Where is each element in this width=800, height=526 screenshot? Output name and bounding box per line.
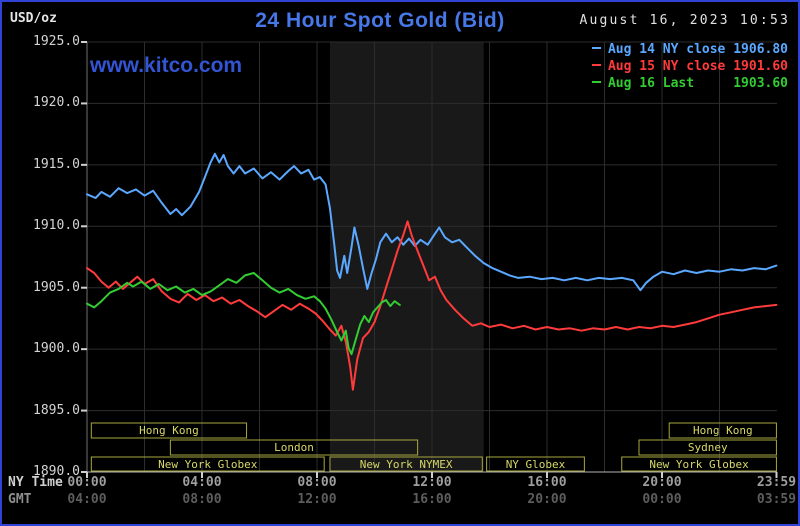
gmt-axis-label: GMT <box>8 492 32 507</box>
y-axis-tick-label: 1890.0 <box>33 464 80 479</box>
series-line-aug-16 <box>86 272 401 356</box>
session-label: London <box>274 441 314 454</box>
session-label: New York NYMEX <box>360 458 453 471</box>
legend-text: Aug 16 Last 1903.60 <box>607 76 788 91</box>
x-axis-gmt-tick-label: 20:00 <box>527 492 567 507</box>
plot-area: Hong Kong Hong Kong London Sydney New York G… <box>81 41 778 478</box>
legend-line-sample-icon <box>591 80 601 83</box>
series-line-aug-14 <box>86 152 778 292</box>
x-axis-gmt-tick-label: 16:00 <box>412 492 452 507</box>
x-axis-gmt-tick-label: 04:00 <box>67 492 107 507</box>
x-axis-ny-tick-label: 00:00 <box>67 475 107 490</box>
session-box <box>329 456 483 472</box>
y-axis-tick-label: 1900.0 <box>33 341 80 357</box>
chart-title: 24 Hour Spot Gold (Bid) <box>255 9 505 32</box>
session-label: Hong Kong <box>139 424 199 437</box>
legend-line-sample-icon <box>591 63 601 66</box>
x-axis-ny-tick-label: 04:00 <box>182 475 222 490</box>
legend-line-sample-icon <box>591 46 601 49</box>
session-box <box>169 439 419 456</box>
y-axis-tick-label: 1915.0 <box>33 156 80 172</box>
legend-entry: Aug 14 NY close 1906.80 <box>591 41 788 58</box>
y-axis-tick-label: 1920.0 <box>33 95 80 111</box>
session-label: Sydney <box>688 441 728 454</box>
series-line-aug-15 <box>86 220 778 391</box>
x-axis-ny-tick-label: 12:00 <box>412 475 452 490</box>
session-box <box>90 456 325 472</box>
legend-text: Aug 15 NY close 1901.60 <box>607 59 788 74</box>
y-axis-tick-label: 1905.0 <box>33 279 80 295</box>
x-axis-ny-tick-label: 08:00 <box>297 475 337 490</box>
ny-time-axis-label: NY Time <box>8 475 63 490</box>
legend-text: Aug 14 NY close 1906.80 <box>607 42 788 57</box>
x-axis-gmt-tick-label: 00:00 <box>642 492 682 507</box>
x-axis-gmt-tick-label: 08:00 <box>182 492 222 507</box>
x-axis-gmt-tick-label: 03:59 <box>756 492 797 507</box>
session-box <box>638 439 777 456</box>
legend-entry: Aug 16 Last 1903.60 <box>591 75 788 92</box>
session-label: New York Globex <box>158 458 258 471</box>
chart-datetime: August 16, 2023 10:53 <box>579 13 790 28</box>
nymex-shaded-region <box>329 42 484 472</box>
session-box <box>668 422 777 439</box>
session-label: New York Globex <box>649 458 749 471</box>
kitco-watermark: www.kitco.com <box>90 54 243 77</box>
y-axis-tick-label: 1925.0 <box>33 34 80 49</box>
x-axis-ny-tick-label: 16:00 <box>527 475 567 490</box>
legend: Aug 14 NY close 1906.80 Aug 15 NY close 1… <box>591 41 788 92</box>
session-box <box>90 422 248 439</box>
session-box <box>621 456 777 472</box>
session-box <box>486 456 585 472</box>
x-axis-gmt-tick-label: 12:00 <box>297 492 337 507</box>
y-axis-tick-label: 1910.0 <box>33 218 80 234</box>
session-label: NY Globex <box>506 458 566 471</box>
x-axis-ny-tick-label: 20:00 <box>642 475 682 490</box>
x-axis-ny-tick-label: 23:59 <box>756 475 797 490</box>
legend-entry: Aug 15 NY close 1901.60 <box>591 58 788 75</box>
y-axis-units-label: USD/oz <box>10 11 57 26</box>
y-axis-tick-label: 1895.0 <box>33 402 80 418</box>
session-label: Hong Kong <box>693 424 753 437</box>
